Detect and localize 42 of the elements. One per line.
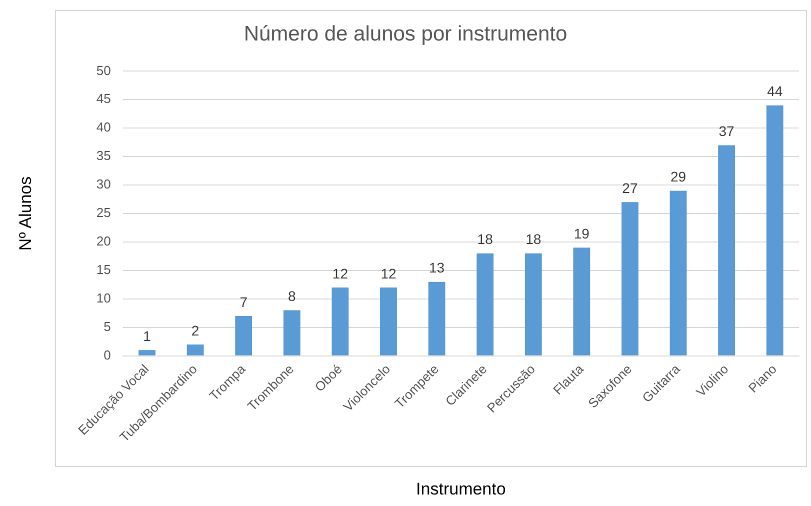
bar — [476, 253, 494, 356]
data-label: 18 — [477, 231, 494, 248]
bar — [524, 253, 542, 356]
data-label: 37 — [718, 123, 735, 140]
y-tick-label: 10 — [96, 290, 111, 306]
y-tick-label: 50 — [96, 62, 111, 78]
y-tick-label: 5 — [104, 318, 111, 334]
data-label: 44 — [767, 83, 783, 100]
data-label: 19 — [574, 226, 590, 242]
data-label: 27 — [622, 180, 638, 196]
bar — [766, 105, 784, 356]
y-tick-label: 35 — [96, 148, 111, 164]
bar — [138, 350, 156, 356]
data-label: 8 — [288, 288, 296, 304]
data-label: 1 — [143, 328, 152, 344]
data-label: 13 — [428, 260, 445, 276]
y-axis-title: Nº Alunos — [16, 176, 35, 251]
bar — [718, 145, 736, 356]
data-label: 7 — [240, 294, 248, 310]
bar — [380, 288, 397, 356]
y-tick-label: 45 — [96, 91, 111, 106]
y-tick-label: 25 — [96, 205, 111, 220]
y-tick-label: 20 — [96, 234, 111, 249]
bar — [428, 282, 446, 356]
bar — [283, 310, 300, 356]
bar — [332, 288, 349, 356]
bar — [573, 248, 590, 356]
bar — [622, 202, 638, 356]
chart-title: Número de alunos por instrumento — [244, 22, 568, 46]
data-label: 12 — [380, 265, 396, 282]
y-tick-label: 30 — [96, 176, 111, 192]
x-axis-title: Instrumento — [416, 479, 506, 498]
y-tick-label: 15 — [96, 262, 111, 278]
bar — [235, 316, 252, 356]
data-label: 29 — [670, 168, 686, 185]
data-label: 12 — [332, 265, 348, 282]
y-tick-label: 0 — [104, 347, 111, 362]
bar — [186, 344, 204, 356]
y-tick-label: 40 — [96, 120, 111, 135]
bar — [670, 190, 687, 356]
data-label: 18 — [526, 231, 542, 248]
data-label: 2 — [191, 322, 200, 338]
